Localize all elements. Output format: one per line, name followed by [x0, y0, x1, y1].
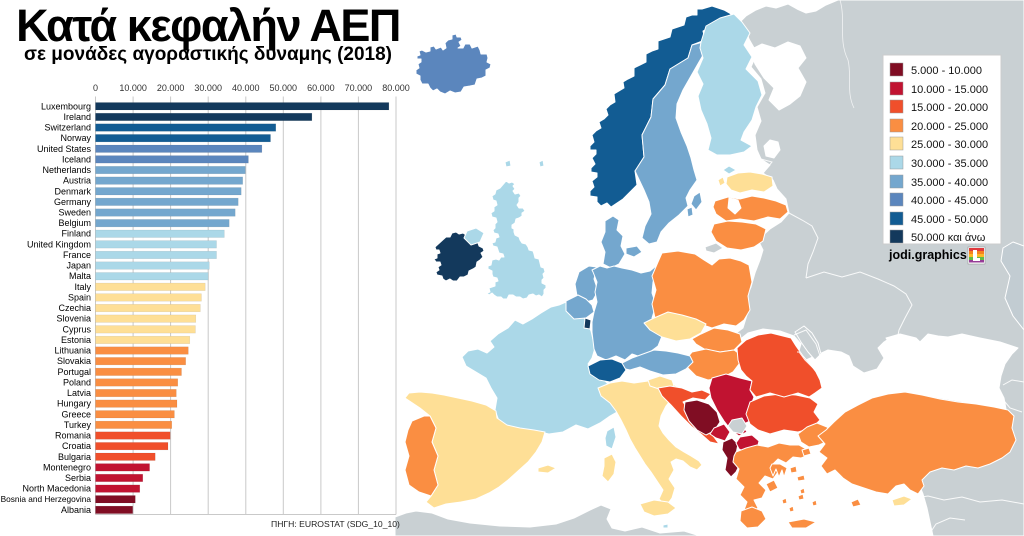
svg-text:35.000 - 40.000: 35.000 - 40.000 [911, 177, 988, 189]
svg-text:15.000 - 20.000: 15.000 - 20.000 [911, 102, 988, 114]
svg-text:Czechia: Czechia [58, 303, 91, 313]
svg-text:United Kingdom: United Kingdom [27, 239, 91, 249]
svg-text:Hungary: Hungary [57, 399, 92, 409]
svg-text:Croatia: Croatia [62, 441, 91, 451]
svg-text:Bulgaria: Bulgaria [58, 452, 91, 462]
svg-text:5.000 - 10.000: 5.000 - 10.000 [911, 65, 982, 77]
svg-text:70.000: 70.000 [345, 83, 373, 93]
svg-text:Slovakia: Slovakia [57, 356, 91, 366]
svg-text:Norway: Norway [60, 133, 91, 143]
svg-text:Latvia: Latvia [67, 388, 91, 398]
svg-text:Romania: Romania [55, 431, 91, 441]
svg-text:Belgium: Belgium [58, 218, 91, 228]
svg-text:Slovenia: Slovenia [56, 314, 91, 324]
svg-text:Albania: Albania [61, 505, 91, 515]
svg-text:Luxembourg: Luxembourg [41, 101, 91, 111]
svg-text:Germany: Germany [54, 197, 92, 207]
svg-text:30.000: 30.000 [194, 83, 222, 93]
svg-text:United States: United States [37, 144, 92, 154]
svg-text:Cyprus: Cyprus [62, 324, 91, 334]
svg-text:40.000: 40.000 [232, 83, 260, 93]
svg-text:80.000: 80.000 [382, 83, 410, 93]
svg-text:50.000: 50.000 [270, 83, 298, 93]
svg-text:France: France [63, 250, 91, 260]
svg-text:45.000 - 50.000: 45.000 - 50.000 [911, 214, 988, 226]
svg-text:30.000 - 35.000: 30.000 - 35.000 [911, 158, 988, 170]
svg-text:40.000 - 45.000: 40.000 - 45.000 [911, 195, 988, 207]
svg-text:Denmark: Denmark [54, 186, 91, 196]
svg-text:20.000: 20.000 [157, 83, 185, 93]
svg-text:25.000 - 30.000: 25.000 - 30.000 [911, 139, 988, 151]
svg-text:Japan: Japan [66, 261, 91, 271]
svg-text:20.000 - 25.000: 20.000 - 25.000 [911, 121, 988, 133]
svg-text:Bosnia and Herzegovina: Bosnia and Herzegovina [1, 494, 92, 504]
svg-text:Serbia: Serbia [65, 473, 91, 483]
svg-text:Estonia: Estonia [61, 335, 91, 345]
svg-text:Poland: Poland [63, 377, 91, 387]
svg-text:North Macedonia: North Macedonia [22, 484, 91, 494]
svg-text:0: 0 [93, 83, 98, 93]
svg-text:Austria: Austria [63, 176, 91, 186]
svg-text:Portugal: Portugal [57, 367, 91, 377]
svg-text:10.000 - 15.000: 10.000 - 15.000 [911, 84, 988, 96]
svg-text:Greece: Greece [61, 409, 91, 419]
svg-text:50.000 και άνω: 50.000 και άνω [911, 232, 986, 244]
svg-text:60.000: 60.000 [307, 83, 335, 93]
svg-text:Sweden: Sweden [58, 208, 91, 218]
svg-text:Switzerland: Switzerland [44, 123, 91, 133]
svg-text:Lithuania: Lithuania [54, 346, 91, 356]
svg-text:Ireland: Ireland [63, 112, 91, 122]
svg-text:Netherlands: Netherlands [42, 165, 91, 175]
svg-text:Montenegro: Montenegro [43, 462, 91, 472]
svg-text:Italy: Italy [74, 282, 91, 292]
svg-text:10.000: 10.000 [119, 83, 147, 93]
svg-text:Iceland: Iceland [62, 154, 91, 164]
svg-text:Spain: Spain [68, 293, 91, 303]
svg-text:Finland: Finland [61, 229, 91, 239]
svg-text:Turkey: Turkey [64, 420, 92, 430]
svg-text:Malta: Malta [69, 271, 91, 281]
